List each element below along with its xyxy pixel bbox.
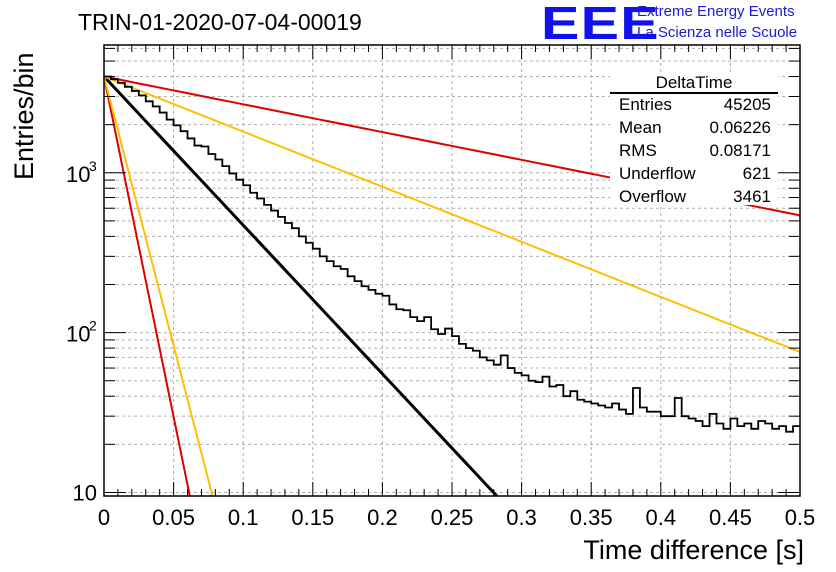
stats-key: RMS <box>619 141 657 160</box>
x-tick-label: 0.2 <box>367 505 398 530</box>
stats-box-divider <box>610 92 778 94</box>
x-tick-label: 0 <box>98 505 110 530</box>
stats-row-rms: RMS 0.08171 <box>619 141 771 163</box>
stats-key: Underflow <box>619 164 696 183</box>
grid-lines <box>104 45 800 496</box>
stats-value: 45205 <box>723 95 771 114</box>
y-tick-label: 10 <box>66 162 90 187</box>
y-axis-label: Entries/bin <box>9 52 39 180</box>
x-tick-label: 0.1 <box>228 505 259 530</box>
fit-curve-red <box>103 76 191 497</box>
y-tick-label: 10 <box>73 480 97 505</box>
stats-box: DeltaTime Entries 45205 Mean 0.06226 RMS… <box>610 73 778 206</box>
x-tick-label: 0.25 <box>431 505 474 530</box>
fit-curve-yellow <box>103 75 801 353</box>
axis-ticks <box>103 45 801 496</box>
stats-row-underflow: Underflow 621 <box>619 164 771 186</box>
histogram <box>104 75 800 433</box>
stats-key: Mean <box>619 118 662 137</box>
stats-row-mean: Mean 0.06226 <box>619 118 771 140</box>
x-tick-label: 0.05 <box>152 505 195 530</box>
stats-box-title: DeltaTime <box>655 73 733 92</box>
histogram-steps <box>104 75 800 433</box>
stats-value: 3461 <box>733 187 771 206</box>
stats-key: Entries <box>619 95 672 114</box>
x-tick-label: 0.45 <box>709 505 752 530</box>
stats-value: 0.06226 <box>709 118 771 137</box>
x-tick-labels: 0 0.05 0.1 0.15 0.2 0.25 0.3 0.35 0.4 0.45 0.5 <box>98 505 815 530</box>
y-tick-exponent: 3 <box>89 158 97 174</box>
chart-title: TRIN-01-2020-07-04-00019 <box>78 9 362 35</box>
logo-subtitle-line1: Extreme Energy Events <box>637 3 795 20</box>
x-tick-label: 0.35 <box>570 505 613 530</box>
fit-curve-yellow <box>103 76 214 497</box>
logo-subtitle-line2: La Scienza nelle Scuole <box>637 24 798 41</box>
stats-row-overflow: Overflow 3461 <box>619 187 771 209</box>
y-tick-exponent: 2 <box>89 318 97 334</box>
stats-value: 621 <box>742 164 771 183</box>
stats-row-entries: Entries 45205 <box>619 95 771 117</box>
x-axis-label: Time difference [s] <box>583 535 804 565</box>
x-tick-label: 0.3 <box>506 505 537 530</box>
stats-key: Overflow <box>619 187 687 206</box>
fit-curve-black <box>102 75 498 498</box>
x-tick-label: 0.5 <box>785 505 816 530</box>
x-tick-label: 0.4 <box>646 505 677 530</box>
stats-value: 0.08171 <box>709 141 771 160</box>
eee-logo: EEE <box>541 0 660 49</box>
x-tick-label: 0.15 <box>291 505 334 530</box>
y-tick-label: 10 <box>66 322 90 347</box>
